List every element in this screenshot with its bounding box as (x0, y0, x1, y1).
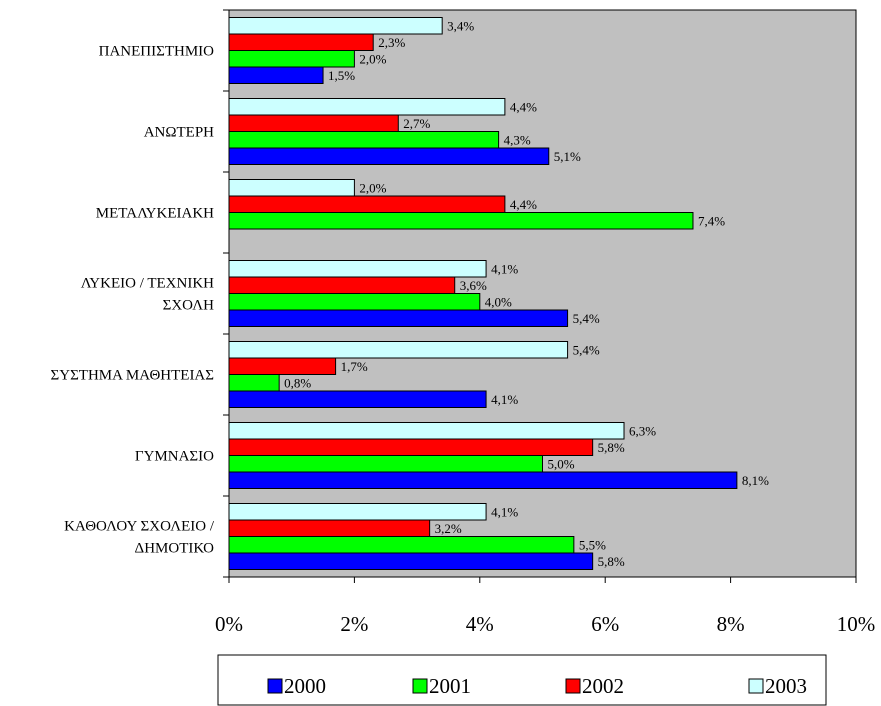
data-label: 4,1% (491, 261, 518, 276)
bar-2002 (228, 33, 374, 51)
data-label: 5,4% (573, 342, 600, 357)
bar-2000 (228, 471, 738, 489)
bar-2003 (228, 17, 443, 35)
data-label: 5,8% (598, 440, 625, 455)
bar-2001 (228, 293, 481, 311)
category-label: ΑΝΩΤΕΡΗ (144, 125, 214, 141)
bars-group: 3,4%2,3%2,0%1,5%4,4%2,7%4,3%5,1%2,0%4,4%… (228, 17, 769, 570)
data-label: 2,0% (359, 51, 386, 66)
legend-label: 2002 (582, 674, 624, 698)
legend: 2000 2001 2002 2003 (217, 654, 827, 706)
legend-swatch (748, 678, 764, 694)
legend-label: 2003 (765, 674, 807, 698)
bar-2002 (228, 357, 337, 375)
data-label: 5,8% (598, 554, 625, 569)
bar-2002 (228, 114, 399, 132)
legend-swatch (565, 678, 581, 694)
x-tick-label: 2% (340, 612, 368, 636)
bar-2001 (228, 374, 280, 392)
category-label: ΓΥΜΝΑΣΙΟ (135, 449, 214, 465)
data-label: 3,6% (460, 278, 487, 293)
bar-2002 (228, 519, 431, 537)
data-label: 5,0% (548, 456, 575, 471)
bar-2003 (228, 503, 487, 521)
bar-2001 (228, 455, 543, 473)
data-label: 5,1% (554, 149, 581, 164)
bar-2003 (228, 422, 625, 440)
x-tick-label: 0% (215, 612, 243, 636)
x-tick-label: 4% (466, 612, 494, 636)
category-label: ΛΥΚΕΙΟ / ΤΕΧΝΙΚΗ (81, 276, 214, 292)
bar-2003 (228, 179, 355, 197)
legend-label: 2000 (284, 674, 326, 698)
data-label: 3,4% (447, 18, 474, 33)
bar-2002 (228, 195, 506, 213)
data-label: 6,3% (629, 423, 656, 438)
legend-label: 2001 (429, 674, 471, 698)
bar-2000 (228, 390, 487, 408)
bar-2001 (228, 131, 500, 149)
category-label: ΔΗΜΟΤΙΚΟ (135, 541, 215, 557)
bar-2003 (228, 260, 487, 278)
category-label: ΣΧΟΛΗ (163, 298, 215, 314)
data-label: 1,7% (341, 359, 368, 374)
data-label: 2,3% (378, 35, 405, 50)
legend-swatch (412, 678, 428, 694)
data-label: 5,5% (579, 537, 606, 552)
x-tick-label: 6% (591, 612, 619, 636)
category-label: ΜΕΤΑΛΥΚΕΙΑΚΗ (96, 206, 214, 222)
data-label: 5,4% (573, 311, 600, 326)
legend-swatch (267, 678, 283, 694)
bar-2003 (228, 98, 506, 116)
category-labels: ΠΑΝΕΠΙΣΤΗΜΙΟ ΑΝΩΤΕΡΗ ΜΕΤΑΛΥΚΕΙΑΚΗ ΛΥΚΕΙΟ / … (51, 9, 229, 578)
data-label: 2,0% (359, 180, 386, 195)
category-label: ΚΑΘΟΛΟΥ ΣΧΟΛΕΙΟ / (64, 519, 215, 535)
bar-2001 (228, 536, 575, 554)
data-label: 4,1% (491, 504, 518, 519)
category-label: ΠΑΝΕΠΙΣΤΗΜΙΟ (99, 44, 215, 60)
bar-2000 (228, 66, 324, 84)
bar-2000 (228, 552, 594, 570)
data-label: 3,2% (435, 521, 462, 536)
data-label: 4,4% (510, 99, 537, 114)
data-label: 1,5% (328, 68, 355, 83)
data-label: 4,4% (510, 197, 537, 212)
bar-2003 (228, 341, 569, 359)
data-label: 4,0% (485, 294, 512, 309)
bar-2001 (228, 212, 694, 230)
legend-box (217, 654, 827, 706)
bar-2002 (228, 276, 456, 294)
x-tick-label: 8% (717, 612, 745, 636)
bar-2000 (228, 147, 550, 165)
data-label: 0,8% (284, 375, 311, 390)
bar-2002 (228, 438, 594, 456)
data-label: 8,1% (742, 473, 769, 488)
data-label: 4,3% (504, 132, 531, 147)
category-label: ΣΥΣΤΗΜΑ ΜΑΘΗΤΕΙΑΣ (51, 368, 214, 384)
data-label: 7,4% (698, 213, 725, 228)
data-label: 2,7% (403, 116, 430, 131)
bar-2000 (228, 309, 569, 327)
x-axis-ticks: 0% 2% 4% 6% 8% 10% (215, 577, 875, 636)
data-label: 4,1% (491, 392, 518, 407)
bar-2001 (228, 50, 355, 68)
x-tick-label: 10% (837, 612, 876, 636)
